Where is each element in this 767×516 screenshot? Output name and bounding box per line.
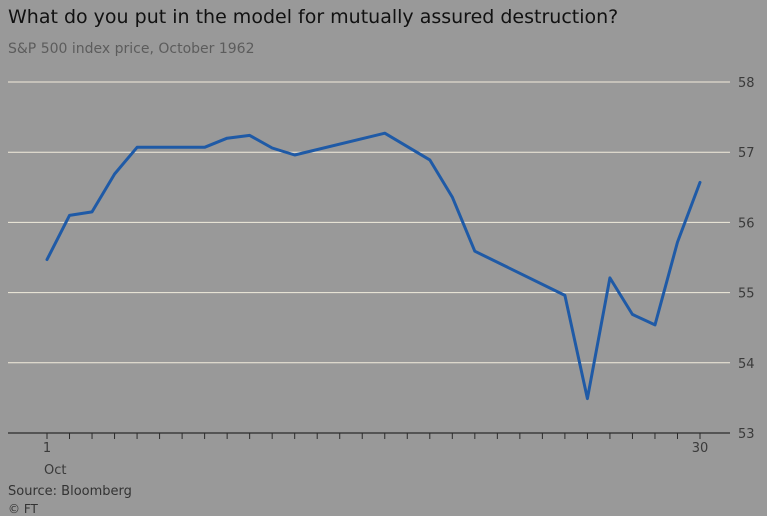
y-tick-label: 57 — [738, 146, 755, 161]
x-tick-label: 1 — [43, 441, 51, 456]
x-tick-sublabel: Oct — [44, 463, 66, 478]
y-axis-labels: 53 54 55 56 57 58 — [738, 76, 755, 442]
x-tick-label: 30 — [692, 441, 709, 456]
credit-note: © FT — [8, 502, 38, 516]
y-tick-label: 54 — [738, 357, 755, 372]
chart-title: What do you put in the model for mutuall… — [8, 6, 619, 28]
y-tick-label: 56 — [738, 216, 755, 231]
y-tick-label: 58 — [738, 76, 755, 91]
series-line-sp500 — [45, 131, 702, 401]
y-tick-label: 53 — [738, 427, 755, 442]
source-note: Source: Bloomberg — [8, 484, 132, 499]
y-tick-label: 55 — [738, 287, 755, 302]
gridlines — [8, 81, 730, 434]
chart-subtitle: S&P 500 index price, October 1962 — [8, 41, 255, 57]
x-axis-labels: 1 Oct 30 — [43, 441, 708, 478]
x-axis-ticks — [46, 433, 701, 439]
